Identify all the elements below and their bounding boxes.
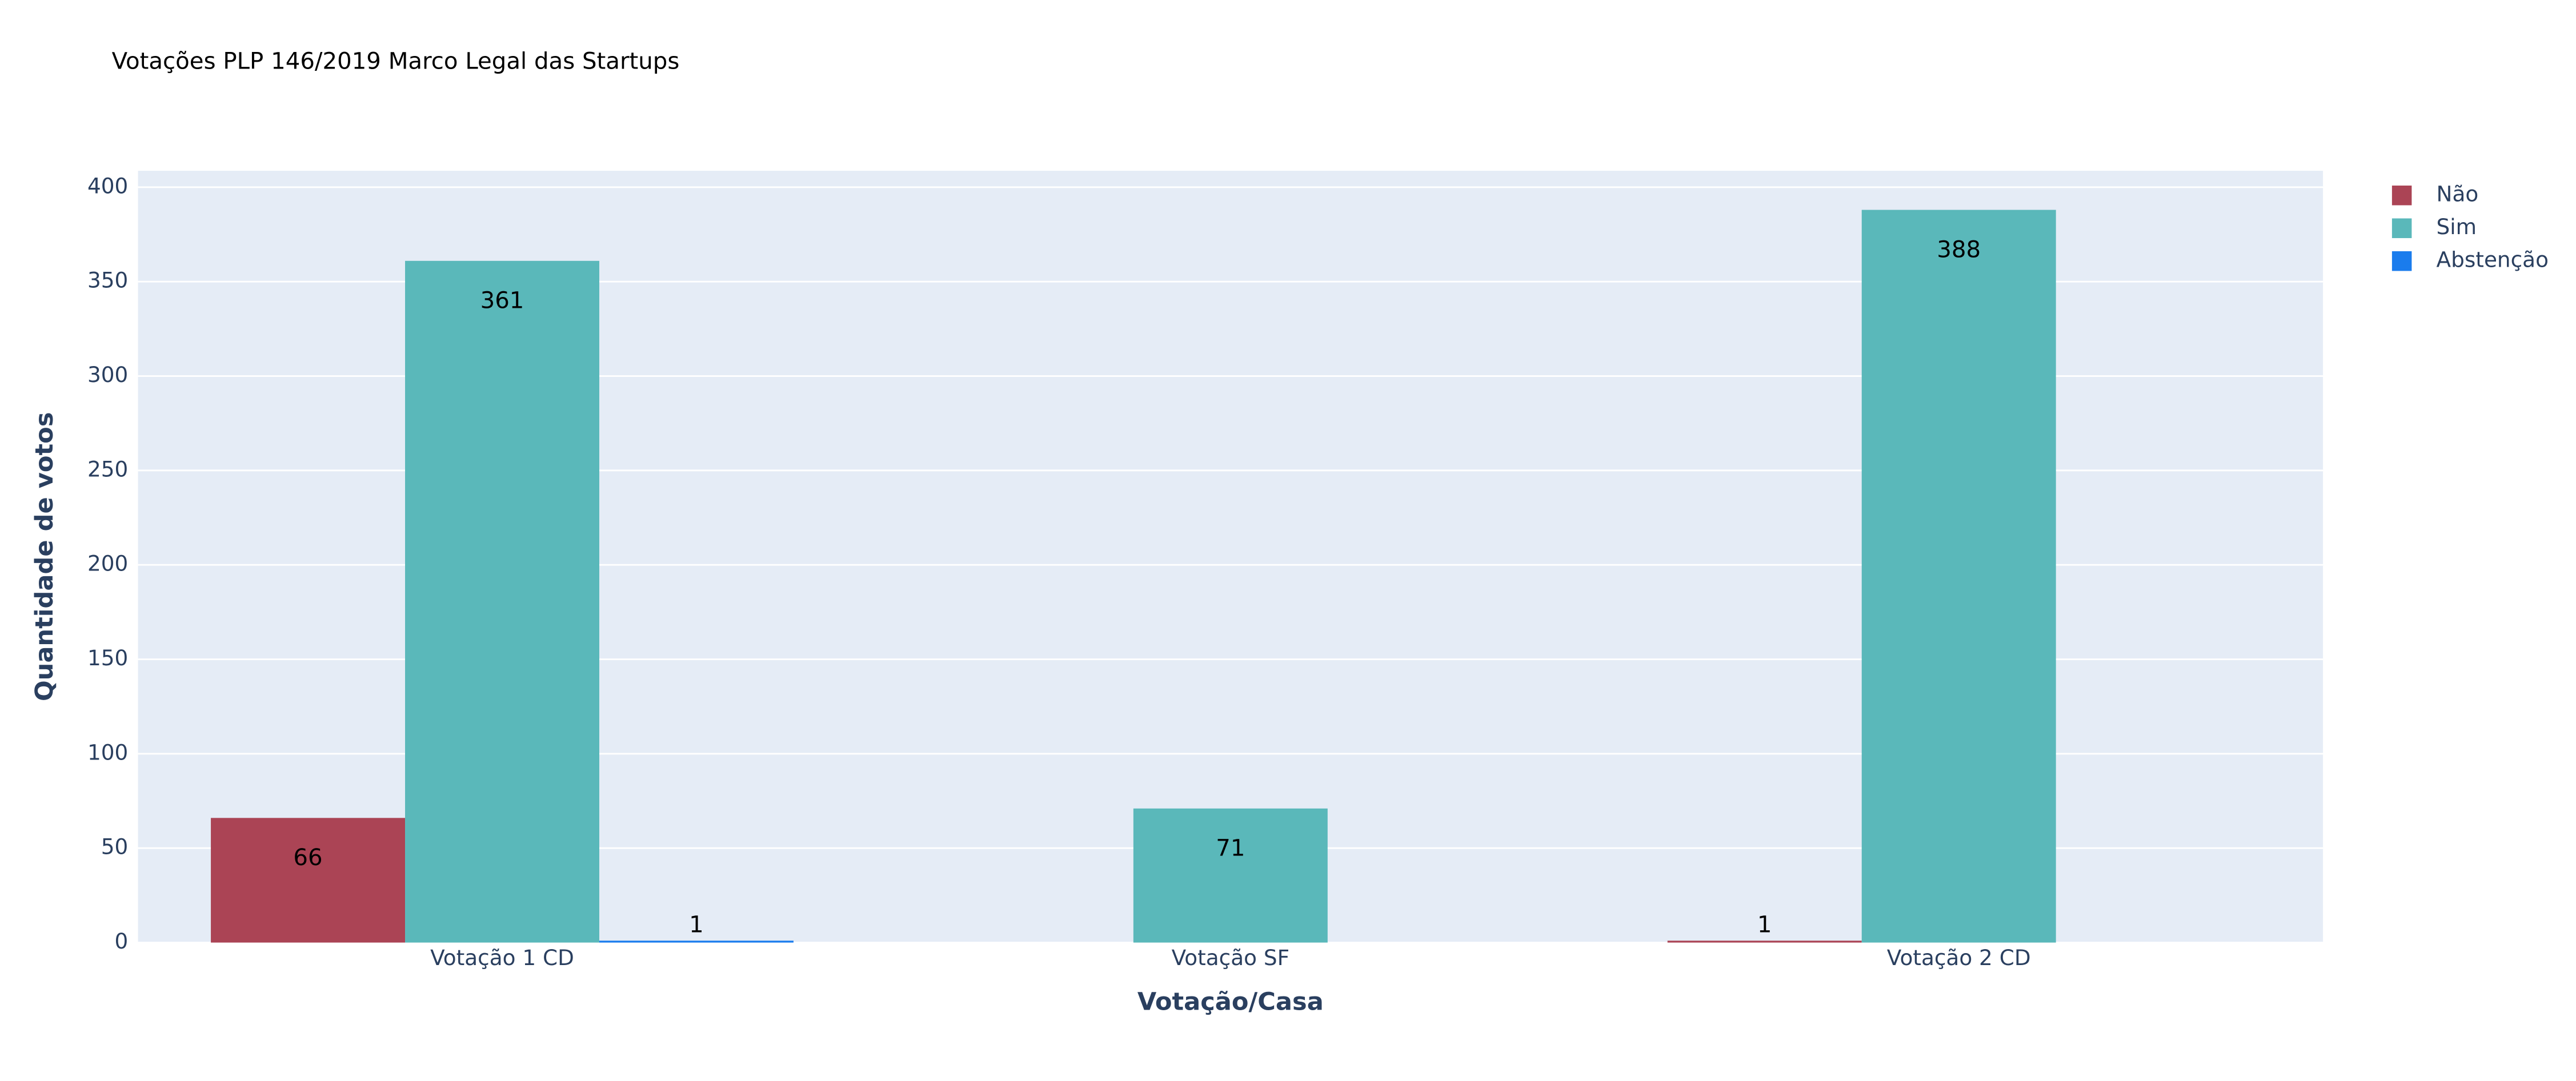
x-tick-label: Votação 2 CD: [1887, 945, 2031, 970]
value-label: 66: [293, 845, 322, 871]
x-tick-label: Votação SF: [1172, 945, 1290, 970]
y-tick-label: 0: [115, 929, 129, 954]
value-label: 1: [1757, 911, 1772, 938]
bar: [405, 260, 599, 943]
y-axis-title: Quantidade de votos: [30, 412, 59, 701]
bar: [1133, 808, 1328, 943]
y-tick-label: 200: [87, 551, 128, 576]
legend-label: Abstenção: [2437, 247, 2549, 272]
value-label: 388: [1937, 236, 1981, 263]
y-tick-label: 100: [87, 740, 128, 765]
y-tick-label: 150: [87, 645, 128, 670]
bar: [1667, 941, 1862, 943]
y-tick-label: 400: [87, 173, 128, 198]
value-label: 71: [1216, 835, 1245, 862]
y-tick-label: 300: [87, 362, 128, 387]
legend-label: Sim: [2437, 214, 2477, 239]
y-tick-label: 350: [87, 268, 128, 293]
x-axis-title: Votação/Casa: [1137, 987, 1324, 1016]
legend-swatch: [2391, 185, 2412, 206]
y-tick-label: 250: [87, 456, 128, 481]
x-tick-label: Votação 1 CD: [430, 945, 574, 970]
bar: [1861, 210, 2056, 943]
y-tick-label: 50: [101, 834, 129, 859]
legend-swatch: [2391, 251, 2412, 271]
legend-swatch: [2391, 218, 2412, 238]
value-label: 361: [480, 288, 524, 314]
chart-title: Votações PLP 146/2019 Marco Legal das St…: [112, 48, 680, 74]
bar: [211, 818, 406, 943]
value-label: 1: [689, 911, 704, 938]
bar: [599, 941, 794, 943]
legend-label: Não: [2437, 182, 2479, 207]
